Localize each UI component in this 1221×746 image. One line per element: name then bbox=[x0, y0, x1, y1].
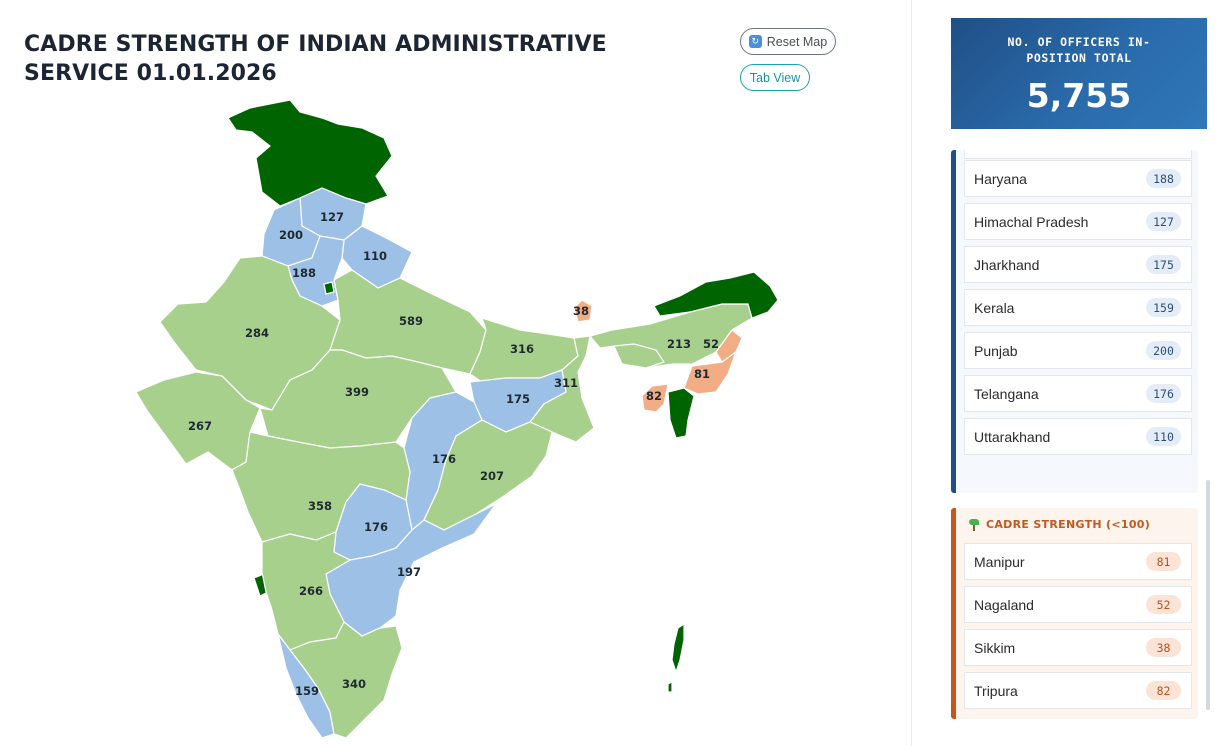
count-badge: 188 bbox=[1146, 169, 1181, 188]
count-badge: 82 bbox=[1146, 681, 1181, 700]
map-label: 188 bbox=[292, 266, 316, 280]
list-item-label: Telangana bbox=[974, 385, 1039, 402]
list-item[interactable]: Himachal Pradesh 127 bbox=[964, 203, 1192, 240]
tab-view-button[interactable]: Tab View bbox=[740, 64, 810, 91]
map-label: 200 bbox=[279, 228, 303, 242]
list-item-label: Haryana bbox=[974, 170, 1027, 187]
list-item-label: Sikkim bbox=[974, 639, 1016, 656]
sprout-icon bbox=[968, 518, 980, 531]
map-label: 197 bbox=[397, 565, 421, 579]
map-label: 52 bbox=[703, 337, 719, 351]
list-item-label: Manipur bbox=[974, 553, 1025, 570]
map-panel: CADRE STRENGTH OF INDIAN ADMINISTRATIVE … bbox=[24, 0, 912, 746]
total-label: NO. OF OFFICERS IN-POSITION TOTAL bbox=[1007, 35, 1151, 65]
refresh-icon: ↻ bbox=[748, 35, 762, 48]
state-tamil-nadu[interactable] bbox=[289, 621, 403, 739]
list-item-label: Tripura bbox=[974, 682, 1018, 699]
list-item[interactable]: Manipur 81 bbox=[964, 543, 1192, 580]
total-card: NO. OF OFFICERS IN-POSITION TOTAL 5,755 bbox=[951, 18, 1207, 129]
map-label: 316 bbox=[510, 342, 534, 356]
list-item-label: Nagaland bbox=[974, 596, 1034, 613]
ut-andaman-nicobar[interactable] bbox=[671, 622, 685, 674]
state-odisha[interactable] bbox=[423, 419, 553, 531]
count-badge: 127 bbox=[1146, 212, 1181, 231]
map-label: 340 bbox=[342, 677, 366, 691]
state-west-bengal[interactable] bbox=[529, 335, 595, 443]
list-item[interactable]: Punjab 200 bbox=[964, 332, 1192, 369]
count-badge: 176 bbox=[1146, 384, 1181, 403]
list-item-label: Kerala bbox=[974, 299, 1015, 316]
count-badge: 81 bbox=[1146, 552, 1181, 571]
map-label: 159 bbox=[295, 684, 319, 698]
map-label: 127 bbox=[320, 210, 344, 224]
page-title: CADRE STRENGTH OF INDIAN ADMINISTRATIVE … bbox=[24, 32, 607, 86]
list-item[interactable]: Kerala 159 bbox=[964, 289, 1192, 326]
tab-view-label: Tab View bbox=[749, 70, 801, 85]
map-label: 311 bbox=[554, 376, 578, 390]
reset-map-label: Reset Map bbox=[766, 34, 828, 49]
map-label: 176 bbox=[432, 452, 456, 466]
count-badge: 38 bbox=[1146, 638, 1181, 657]
india-map: 127 200 110 188 284 589 316 311 213 52 8… bbox=[135, 99, 779, 739]
state-sikkim[interactable] bbox=[573, 299, 593, 323]
list-item[interactable]: Sikkim 38 bbox=[964, 629, 1192, 666]
ut-delhi[interactable] bbox=[323, 281, 335, 295]
map-label: 82 bbox=[646, 389, 662, 403]
list-item[interactable]: Haryana 188 bbox=[964, 160, 1192, 197]
map-label: 399 bbox=[345, 385, 369, 399]
map-label: 176 bbox=[364, 520, 388, 534]
map-label: 266 bbox=[299, 584, 323, 598]
map-label: 38 bbox=[573, 304, 589, 318]
side-panel: NO. OF OFFICERS IN-POSITION TOTAL 5,755 … bbox=[935, 0, 1221, 746]
count-badge: 52 bbox=[1146, 595, 1181, 614]
state-arunachal-pradesh[interactable] bbox=[653, 271, 779, 319]
state-meghalaya[interactable] bbox=[613, 343, 665, 369]
list-item-label: Punjab bbox=[974, 342, 1018, 359]
map-label: 267 bbox=[188, 419, 212, 433]
group-low-title: CADRE STRENGTH (<100) bbox=[986, 518, 1151, 531]
ut-andaman-nicobar-south[interactable] bbox=[667, 681, 673, 693]
reset-map-button[interactable]: ↻ Reset Map bbox=[740, 28, 836, 55]
state-nagaland[interactable] bbox=[715, 329, 743, 363]
count-badge: 159 bbox=[1146, 298, 1181, 317]
list-item-label: Jharkhand bbox=[974, 256, 1040, 273]
map-label: 175 bbox=[506, 392, 530, 406]
group-low-header: CADRE STRENGTH (<100) bbox=[968, 518, 1150, 531]
map-label: 81 bbox=[694, 367, 710, 381]
group-low: CADRE STRENGTH (<100) Manipur 81 Nagalan… bbox=[951, 508, 1198, 719]
list-item[interactable]: Uttarakhand 110 bbox=[964, 418, 1192, 455]
state-manipur[interactable] bbox=[683, 350, 738, 395]
map-label: 213 bbox=[667, 337, 691, 351]
list-item-partial[interactable] bbox=[964, 150, 1192, 159]
state-jammu-kashmir[interactable] bbox=[227, 99, 393, 207]
total-value: 5,755 bbox=[1026, 76, 1132, 115]
map-label: 358 bbox=[308, 499, 332, 513]
map-label: 110 bbox=[363, 249, 387, 263]
list-item-label: Uttarakhand bbox=[974, 428, 1051, 445]
map-label: 284 bbox=[245, 326, 269, 340]
state-tripura[interactable] bbox=[641, 383, 669, 413]
list-item-label: Himachal Pradesh bbox=[974, 213, 1089, 230]
count-badge: 175 bbox=[1146, 255, 1181, 274]
count-badge: 200 bbox=[1146, 341, 1181, 360]
state-mizoram[interactable] bbox=[667, 387, 695, 439]
map-label: 207 bbox=[480, 469, 504, 483]
group-mid: Haryana 188 Himachal Pradesh 127 Jharkha… bbox=[951, 150, 1198, 493]
list-item[interactable]: Jharkhand 175 bbox=[964, 246, 1192, 283]
map-label: 589 bbox=[399, 314, 423, 328]
list-item[interactable]: Tripura 82 bbox=[964, 672, 1192, 709]
count-badge: 110 bbox=[1146, 427, 1181, 446]
side-scrollbar[interactable] bbox=[1206, 480, 1210, 710]
list-item[interactable]: Telangana 176 bbox=[964, 375, 1192, 412]
list-item[interactable]: Nagaland 52 bbox=[964, 586, 1192, 623]
